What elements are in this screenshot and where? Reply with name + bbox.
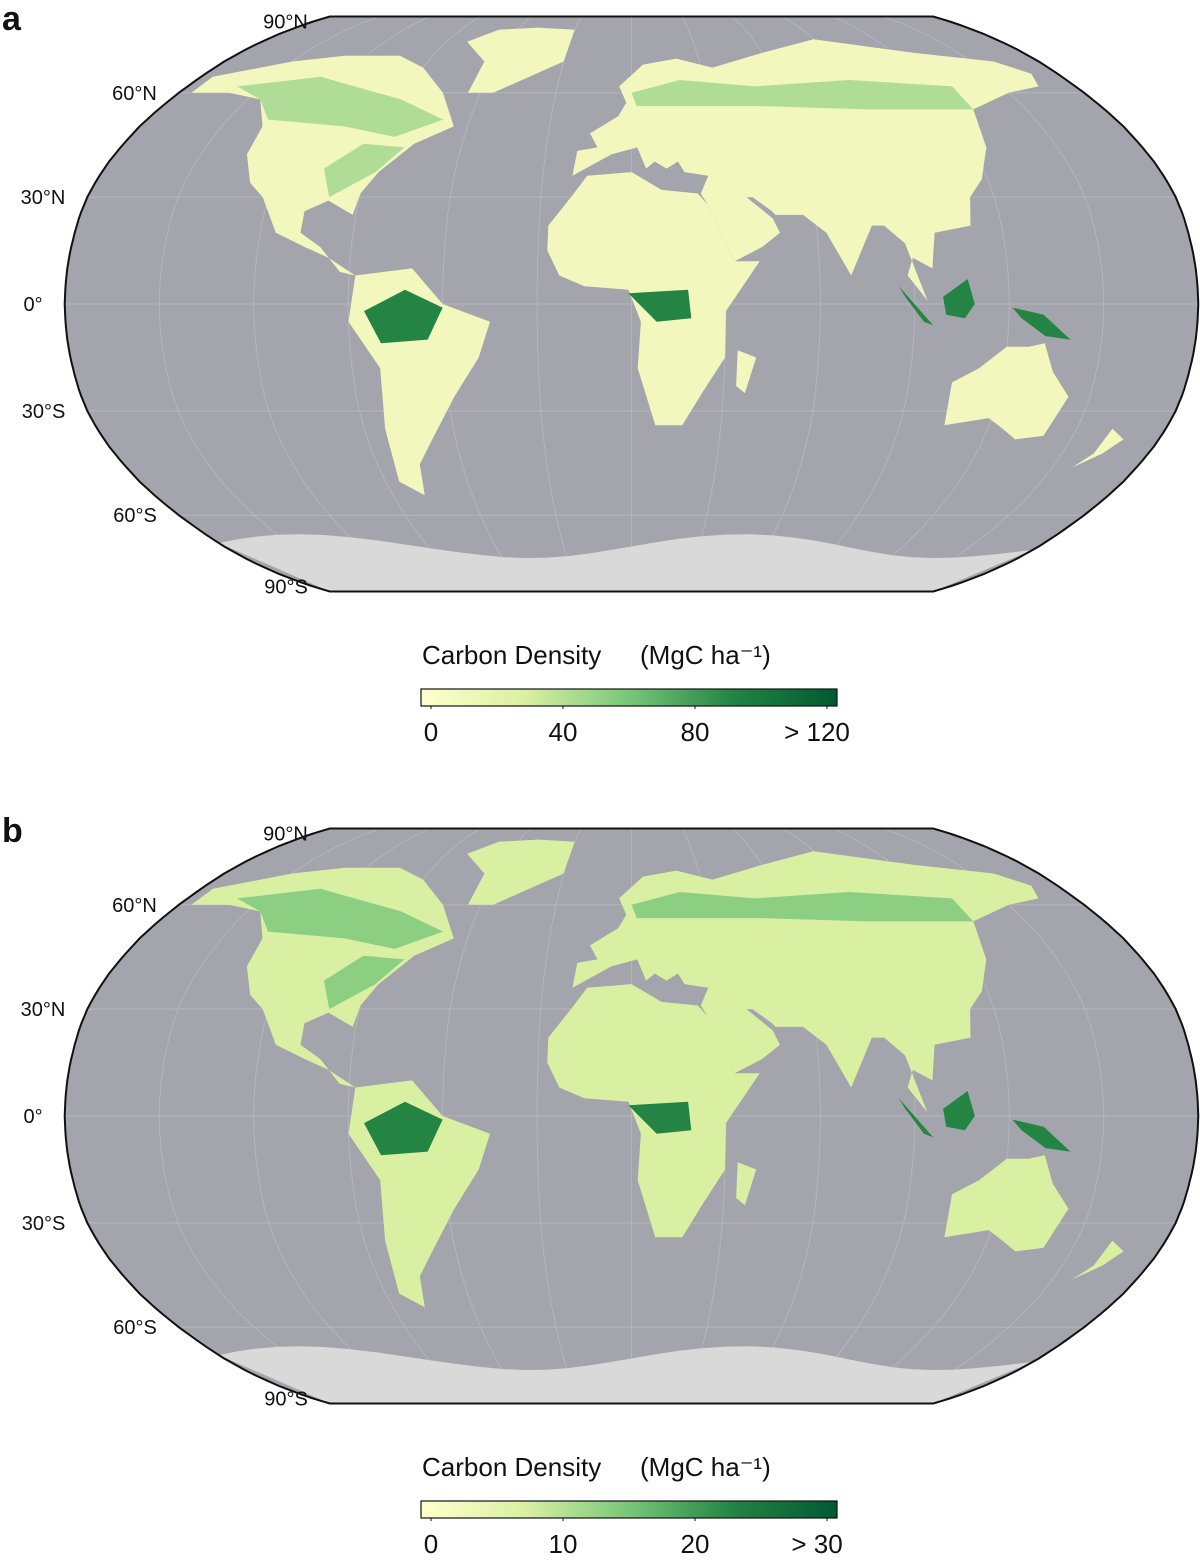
latitude-label: 60°S [113,505,157,527]
tick-label: 0 [424,1529,438,1556]
latitude-label: 90°N [263,12,308,34]
latitude-label: 90°N [263,824,308,846]
tick-label: 40 [549,717,578,747]
panel-label: b [2,812,23,850]
colorbar-unit: (MgC ha⁻¹) [640,640,771,670]
tick-label: > 120 [784,717,850,747]
panel-label: a [2,0,22,38]
latitude-label: 60°N [112,895,157,917]
latitude-label: 90°S [264,1388,308,1410]
panel: b 90°N 60°N 30°N 0° 30°S 60°S 90°S Carbon Densit… [2,812,1198,1556]
colorbar-unit: (MgC ha⁻¹) [640,1452,771,1482]
panel: a 90°N 60°N 30°N 0° 30°S 60°S 90°S Carbon Densit… [2,0,1198,747]
latitude-label: 30°N [21,187,66,209]
tick-label: 10 [549,1529,578,1556]
colorbar [421,1501,837,1518]
colorbar-title: Carbon Density [422,1452,601,1482]
colorbar-title: Carbon Density [422,640,601,670]
latitude-label: 60°S [113,1317,157,1339]
tick-label: 80 [681,717,710,747]
tick-label: > 30 [791,1529,842,1556]
latitude-label: 60°N [112,83,157,105]
latitude-label: 0° [24,1106,43,1128]
latitude-label: 30°N [21,999,66,1021]
tick-label: 20 [681,1529,710,1556]
tick-label: 0 [424,717,438,747]
latitude-label: 30°S [22,1213,66,1235]
latitude-label: 30°S [22,401,66,423]
colorbar [421,689,837,706]
latitude-label: 0° [24,294,43,316]
latitude-label: 90°S [264,576,308,598]
